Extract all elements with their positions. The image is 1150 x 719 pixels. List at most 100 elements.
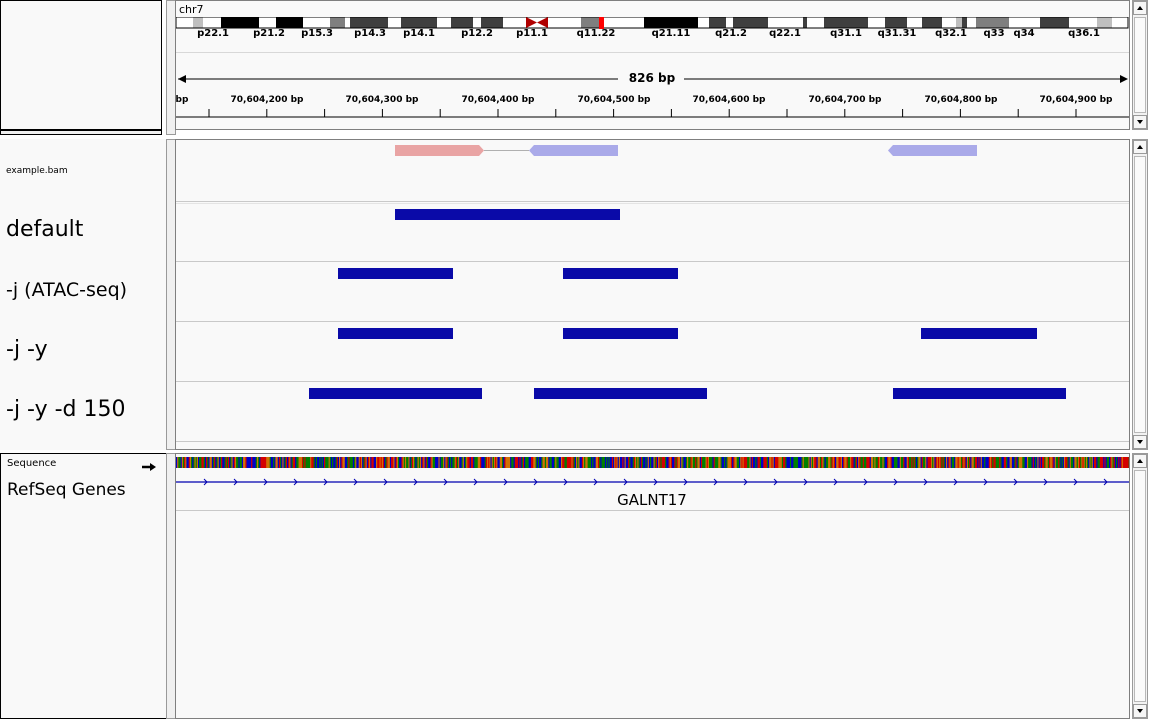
base-cell [259, 457, 261, 468]
base-cell [215, 457, 217, 468]
base-cell [239, 457, 242, 468]
base-cell [813, 457, 815, 468]
read-reverse[interactable] [529, 145, 618, 156]
base-cell [570, 457, 572, 468]
peak-feature[interactable] [563, 328, 678, 339]
base-cell [924, 457, 926, 468]
strand-chevron [353, 478, 358, 486]
base-cell [1026, 457, 1029, 468]
triangle-down-icon[interactable] [1133, 435, 1147, 449]
read-reverse[interactable] [888, 145, 977, 156]
base-cell [865, 457, 867, 468]
peak-feature[interactable] [338, 328, 453, 339]
base-cell [409, 457, 412, 468]
base-cell [693, 457, 696, 468]
base-cell [658, 457, 660, 468]
track-name-bam[interactable]: example.bam [6, 166, 68, 176]
base-cell [1104, 457, 1106, 468]
base-cell [1099, 457, 1102, 468]
header-scroll-thumb[interactable] [1134, 17, 1146, 113]
base-cell [328, 457, 331, 468]
track-name-refseq[interactable]: RefSeq Genes [7, 480, 126, 500]
base-cell [396, 457, 399, 468]
base-cell [432, 457, 435, 468]
track-name-jy[interactable]: -j -y [6, 337, 48, 362]
base-cell [246, 457, 249, 468]
base-cell [883, 457, 886, 468]
base-cell [690, 457, 693, 468]
base-cell [431, 457, 434, 468]
track-name-sequence[interactable]: Sequence [7, 458, 57, 469]
base-cell [675, 457, 678, 468]
base-cell [725, 457, 727, 468]
base-cell [244, 457, 246, 468]
track-name-jyd150[interactable]: -j -y -d 150 [6, 397, 126, 422]
base-cell [530, 457, 533, 468]
data-scroll-thumb[interactable] [1134, 156, 1146, 433]
peak-feature[interactable] [395, 209, 620, 220]
triangle-down-icon[interactable] [1133, 704, 1147, 718]
base-cell [758, 457, 761, 468]
refseq-gene-feature[interactable] [176, 476, 1130, 488]
track-name-default[interactable]: default [6, 217, 84, 242]
feature-scroll-thumb[interactable] [1134, 470, 1146, 702]
track-name-atac[interactable]: -j (ATAC-seq) [6, 279, 128, 301]
peak-feature[interactable] [338, 268, 453, 279]
base-cell [558, 457, 561, 468]
base-cell [1040, 457, 1043, 468]
base-cell [1115, 457, 1118, 468]
base-cell [305, 457, 308, 468]
base-cell [621, 457, 623, 468]
data-scrollbar[interactable] [1132, 139, 1148, 450]
base-cell [779, 457, 782, 468]
base-cell [364, 457, 367, 468]
base-cell [542, 457, 545, 468]
base-cell [655, 457, 658, 468]
read-forward[interactable] [395, 145, 484, 156]
sequence-track[interactable] [176, 457, 1130, 469]
triangle-up-icon[interactable] [1133, 140, 1147, 154]
strand-chevron [983, 478, 988, 486]
base-cell [992, 457, 994, 468]
base-cell [928, 457, 931, 468]
base-cell [637, 457, 639, 468]
base-cell [373, 457, 376, 468]
base-cell [858, 457, 860, 468]
base-cell [1070, 457, 1073, 468]
arrow-right-icon[interactable] [141, 457, 157, 476]
base-cell [482, 457, 484, 468]
base-cell [1114, 457, 1117, 468]
triangle-down-icon[interactable] [1133, 115, 1147, 129]
chromosome-ideogram[interactable] [176, 17, 1130, 31]
base-cell [689, 457, 691, 468]
base-cell [809, 457, 812, 468]
base-cell [199, 457, 201, 468]
base-cell [914, 457, 917, 468]
base-cell [646, 457, 649, 468]
gene-label[interactable]: GALNT17 [617, 491, 687, 509]
base-cell [737, 457, 740, 468]
peak-feature[interactable] [893, 388, 1066, 399]
base-cell [360, 457, 363, 468]
feature-scrollbar[interactable] [1132, 453, 1148, 719]
base-cell [825, 457, 828, 468]
base-cell [471, 457, 474, 468]
peak-feature[interactable] [309, 388, 482, 399]
triangle-up-icon[interactable] [1133, 1, 1147, 15]
base-cell [186, 457, 188, 468]
triangle-up-icon[interactable] [1133, 454, 1147, 468]
header-scrollbar[interactable] [1132, 0, 1148, 130]
base-cell [1111, 457, 1113, 468]
base-cell [742, 457, 745, 468]
base-cell [1063, 457, 1066, 468]
peak-feature[interactable] [921, 328, 1037, 339]
base-cell [972, 457, 975, 468]
base-cell [891, 457, 894, 468]
base-cell [643, 457, 645, 468]
base-cell [705, 457, 708, 468]
peak-feature[interactable] [534, 388, 707, 399]
base-cell [282, 457, 284, 468]
base-cell [595, 457, 598, 468]
peak-feature[interactable] [563, 268, 678, 279]
base-cell [897, 457, 900, 468]
